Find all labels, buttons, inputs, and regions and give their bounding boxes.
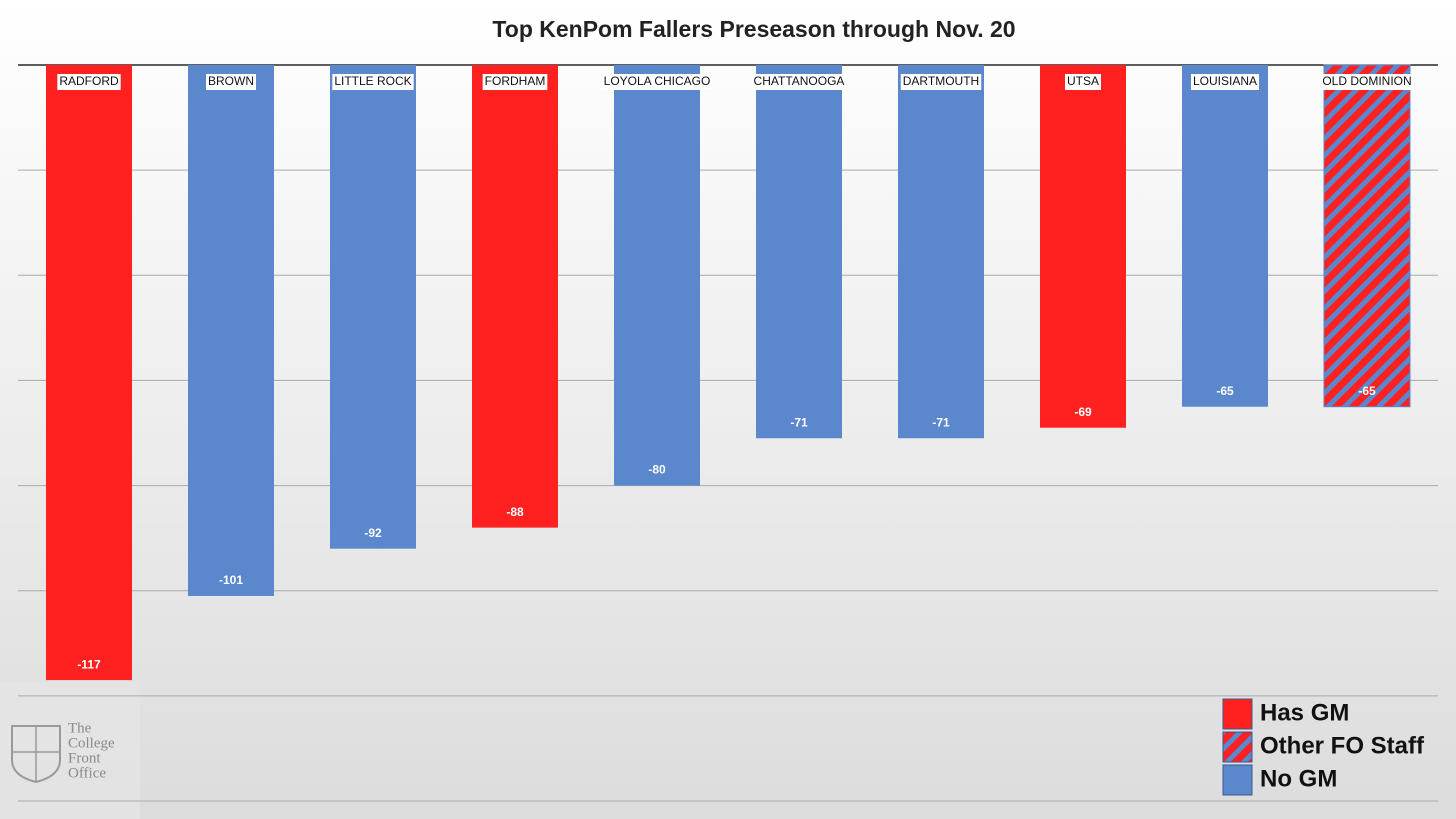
category-label-box <box>57 74 121 90</box>
category-label-box <box>751 74 847 90</box>
legend-swatch <box>1222 731 1253 763</box>
logo-text: The <box>68 720 92 736</box>
category-label-box <box>482 74 548 90</box>
value-label: -71 <box>790 415 808 429</box>
value-label: -117 <box>77 657 101 671</box>
value-label: -101 <box>219 573 243 587</box>
category-label: FORDHAM <box>485 74 546 88</box>
category-label-box <box>900 74 982 90</box>
legend-label: No GM <box>1260 765 1337 792</box>
bar <box>472 65 558 528</box>
value-label: -88 <box>506 505 524 519</box>
bar <box>1040 65 1126 428</box>
value-label: -71 <box>932 415 950 429</box>
logo-text: Office <box>68 765 106 781</box>
bar <box>614 65 700 486</box>
value-label: -65 <box>1216 384 1234 398</box>
value-label: -80 <box>648 463 666 477</box>
category-label: LOUISIANA <box>1193 74 1257 88</box>
category-label-box <box>601 74 713 90</box>
category-label-box <box>1190 74 1260 90</box>
category-label: BROWN <box>208 74 254 88</box>
bar <box>46 65 132 681</box>
category-label: LOYOLA CHICAGO <box>604 74 711 88</box>
category-label-box <box>1320 74 1414 90</box>
bar <box>1323 64 1411 408</box>
category-label: DARTMOUTH <box>903 74 979 88</box>
logo-box <box>0 682 140 819</box>
category-label: LITTLE ROCK <box>334 74 411 88</box>
bar <box>1182 65 1268 407</box>
legend-swatch <box>1222 764 1253 796</box>
value-label: -65 <box>1358 384 1376 398</box>
category-label: OLD DOMINION <box>1322 74 1411 88</box>
value-label: -69 <box>1074 405 1092 419</box>
bar <box>756 65 842 439</box>
category-label-box <box>206 74 256 90</box>
legend-label: Has GM <box>1260 699 1349 726</box>
logo-text: Front <box>68 750 101 766</box>
category-label: RADFORD <box>59 74 119 88</box>
bar <box>188 65 274 596</box>
bar <box>898 65 984 439</box>
category-label: UTSA <box>1067 74 1099 88</box>
category-label-box <box>332 74 414 90</box>
category-label: CHATTANOOGA <box>754 74 845 88</box>
logo: The College Front Office <box>0 682 140 819</box>
chart-title: Top KenPom Fallers Preseason through Nov… <box>492 16 1015 42</box>
bar <box>330 65 416 549</box>
value-label: -92 <box>364 526 382 540</box>
legend-label: Other FO Staff <box>1260 732 1425 759</box>
logo-text: College <box>68 735 115 751</box>
category-label-box <box>1064 74 1102 90</box>
legend-swatch <box>1222 698 1253 730</box>
